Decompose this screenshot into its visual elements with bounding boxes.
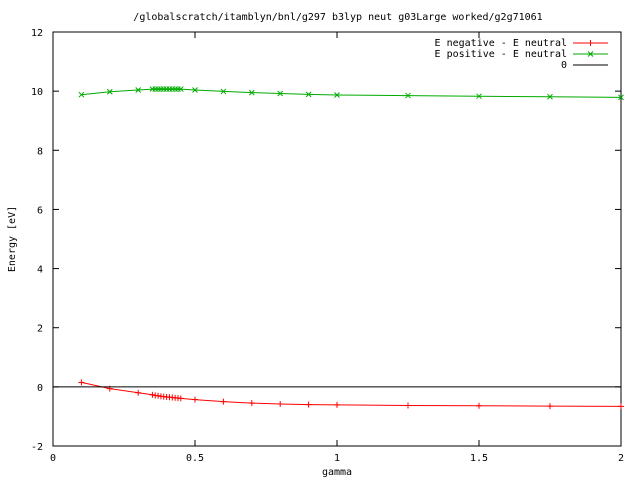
data-point <box>192 87 198 93</box>
y-tick-label: -2 <box>31 442 43 453</box>
series-0 <box>78 379 624 410</box>
data-point <box>547 93 553 100</box>
legend-label: 0 <box>561 60 567 71</box>
legend-label: E positive - E neutral <box>435 49 567 60</box>
x-tick-label: 0 <box>50 453 56 464</box>
y-axis-label: Energy [eV] <box>7 206 18 272</box>
series-layer <box>53 86 624 410</box>
y-tick-label: 0 <box>37 383 43 394</box>
y-tick-label: 12 <box>31 28 43 39</box>
data-point <box>135 87 142 93</box>
data-point <box>334 92 340 98</box>
x-tick-label: 0.5 <box>186 453 204 464</box>
y-tick-label: 8 <box>37 146 43 157</box>
x-tick-label: 1 <box>334 453 340 464</box>
x-axis-label: gamma <box>322 467 352 478</box>
data-point <box>248 89 255 96</box>
x-tick-label: 2 <box>618 453 624 464</box>
series-line <box>81 381 622 407</box>
axes: 0 0.5 1 1.5 2 -2 0 2 4 6 8 10 12 <box>31 28 624 464</box>
y-tick-label: 10 <box>31 87 43 98</box>
data-point <box>587 51 594 57</box>
data-point <box>78 91 85 98</box>
data-point <box>305 91 312 98</box>
y-tick-label: 6 <box>37 205 43 216</box>
data-point <box>220 88 227 95</box>
data-point <box>106 88 113 95</box>
data-point <box>618 94 624 101</box>
plot-frame <box>52 31 622 447</box>
data-point <box>405 92 411 99</box>
x-tick-label: 1.5 <box>470 453 488 464</box>
data-point <box>177 86 184 92</box>
y-tick-label: 4 <box>37 265 43 276</box>
legend-label: E negative - E neutral <box>435 38 567 49</box>
chart-title: /globalscratch/itamblyn/bnl/g297 b3lyp n… <box>133 12 542 23</box>
y-tick-label: 2 <box>37 324 43 335</box>
series-1 <box>78 86 624 101</box>
data-point <box>476 93 482 100</box>
data-point <box>277 90 284 97</box>
